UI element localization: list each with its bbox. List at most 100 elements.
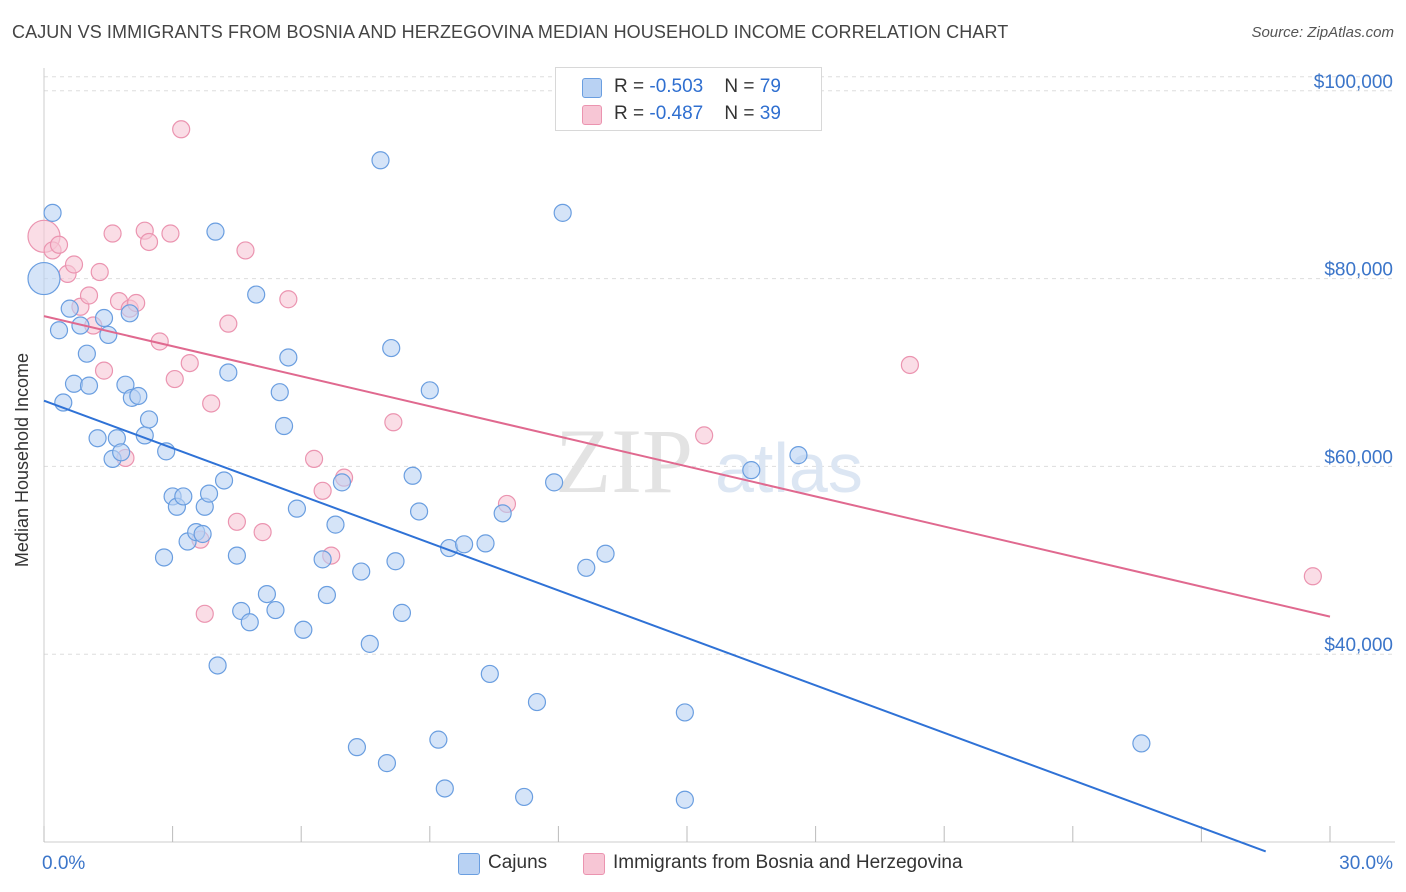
- cajuns-n-label: N =: [724, 76, 760, 97]
- cajuns-point: [27, 261, 61, 296]
- cajuns-point: [382, 338, 401, 358]
- tick-labels: $40,000 $60,000 $80,000 $100,000 0.0% 30.0%: [42, 72, 1393, 874]
- bosnia-point: [1303, 567, 1322, 586]
- bosnia-point: [139, 232, 159, 252]
- cajuns-point: [577, 558, 596, 577]
- y-tick-label: $100,000: [1314, 72, 1393, 93]
- bosnia-point: [90, 262, 109, 282]
- cajuns-point: [154, 548, 174, 567]
- cajuns-point: [527, 692, 547, 712]
- cajuns-point: [112, 443, 131, 462]
- bosnia-point: [695, 426, 714, 445]
- cajuns-point: [742, 461, 761, 480]
- cajuns-point: [139, 410, 159, 429]
- bosnia-point: [195, 604, 214, 623]
- cajuns-point: [352, 562, 371, 581]
- cajuns-point: [675, 703, 694, 722]
- y-tick-label: $40,000: [1324, 635, 1393, 656]
- bosnia-trend-line: [43, 315, 1331, 618]
- cajuns-point: [377, 754, 397, 773]
- cajuns-point: [120, 304, 139, 323]
- bosnia-point: [236, 241, 255, 260]
- cajuns-point: [274, 416, 294, 436]
- watermark-zip: ZIP: [555, 410, 693, 512]
- cajuns-point: [64, 374, 84, 393]
- bosnia-point: [253, 523, 272, 542]
- y-tick-label: $60,000: [1324, 447, 1393, 468]
- bosnia-n-value: 39: [759, 103, 781, 124]
- cajuns-point: [420, 381, 439, 400]
- cajuns-point: [515, 787, 534, 807]
- cajuns-point: [240, 613, 259, 632]
- cajuns-point: [371, 151, 390, 170]
- cajuns-legend-swatch: [458, 853, 480, 875]
- cajuns-point: [545, 473, 564, 492]
- cajuns-point: [266, 600, 285, 620]
- series-cajuns-points: [27, 151, 1151, 809]
- bosnia-point: [202, 394, 221, 413]
- cajuns-point: [129, 386, 148, 406]
- cajuns-point: [77, 344, 96, 363]
- bosnia-r-label: R =: [614, 103, 650, 124]
- cajuns-point: [493, 504, 512, 523]
- bosnia-point: [313, 481, 332, 500]
- cajuns-point: [1132, 734, 1151, 753]
- bosnia-r-value: -0.487: [649, 103, 704, 124]
- bosnia-legend-swatch: [583, 853, 605, 875]
- source-label: Source: ZipAtlas.com: [1251, 24, 1394, 41]
- cajuns-point: [193, 524, 212, 544]
- cajuns-point: [317, 585, 337, 605]
- watermark: ZIP atlas: [555, 410, 863, 512]
- bosnia-point: [227, 512, 246, 531]
- correlation-legend: R = -0.503 N = 79 R = -0.487 N = 39: [555, 67, 822, 131]
- x-tick-label: 0.0%: [42, 853, 85, 874]
- cajuns-point: [79, 376, 99, 395]
- bosnia-point: [172, 120, 191, 139]
- cajuns-point: [257, 584, 277, 604]
- cajuns-point: [480, 664, 499, 684]
- bosnia-point: [64, 255, 84, 274]
- cajuns-point: [435, 779, 454, 798]
- cajuns-point: [49, 321, 69, 340]
- cajuns-point: [208, 656, 227, 675]
- cajuns-point: [403, 466, 422, 485]
- grid-lines: [44, 76, 1395, 655]
- chart-title: CAJUN VS IMMIGRANTS FROM BOSNIA AND HERZ…: [12, 22, 1009, 42]
- cajuns-legend-label: Cajuns: [488, 852, 548, 873]
- bosnia-point: [161, 224, 180, 243]
- bosnia-point: [384, 413, 403, 432]
- cajuns-point: [596, 544, 615, 563]
- cajuns-point: [332, 473, 352, 492]
- bosnia-point: [279, 290, 298, 309]
- cajuns-point: [88, 429, 107, 448]
- watermark-atlas: atlas: [715, 429, 863, 507]
- cajuns-point: [247, 285, 266, 304]
- cajuns-point: [219, 363, 238, 382]
- y-tick-label: $80,000: [1324, 260, 1393, 281]
- cajuns-point: [429, 730, 448, 749]
- cajuns-point: [43, 203, 62, 222]
- series-bosnia-points: [27, 120, 1322, 623]
- cajuns-point: [409, 502, 429, 521]
- cajuns-point: [287, 499, 307, 518]
- bosnia-n-label: N =: [724, 103, 760, 124]
- bosnia-point: [79, 286, 99, 305]
- cajuns-point: [789, 446, 808, 465]
- bosnia-point: [219, 314, 238, 333]
- bosnia-point: [900, 355, 920, 375]
- cajuns-point: [347, 738, 367, 757]
- cajuns-point: [279, 348, 298, 367]
- bosnia-point: [180, 353, 199, 373]
- trend-lines: [43, 315, 1331, 853]
- cajuns-point: [313, 550, 332, 569]
- cajuns-n-value: 79: [759, 76, 781, 97]
- cajuns-r-value: -0.503: [649, 76, 704, 97]
- cajuns-point: [476, 534, 495, 553]
- cajuns-point: [360, 634, 379, 653]
- bosnia-swatch: [582, 105, 602, 125]
- cajuns-point: [675, 790, 694, 809]
- bosnia-point: [103, 224, 122, 243]
- cajuns-point: [454, 535, 474, 554]
- cajuns-point: [174, 487, 193, 506]
